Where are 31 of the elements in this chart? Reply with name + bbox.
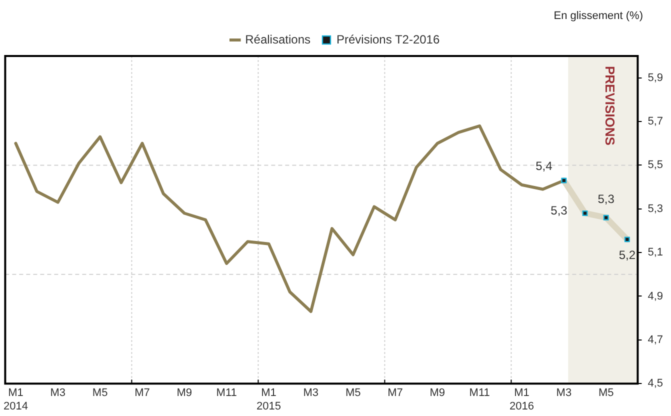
y-tick-label: 5,1 [648,246,664,259]
x-tick-label: M11 [216,387,237,400]
legend-label: Réalisations [245,32,310,46]
data-label: 5,3 [550,204,568,218]
y-tick-label: 4,9 [648,290,664,302]
annotation: PREVISIONS [602,66,618,146]
x-tick-label: M3 [556,387,572,400]
y-tick-label: 4,5 [648,378,664,390]
x-tick-label: M7 [388,387,403,400]
x-tick-label: M7 [134,387,150,400]
y-tick-label: 5,9 [648,72,664,84]
x-tick-label: M11 [469,387,490,400]
x-tick-label: M3 [50,387,66,400]
x-tick-label: M3 [303,387,319,400]
y-tick-label: 5,3 [648,202,664,215]
x-tick-label: M9 [430,387,446,400]
x-tick-label: M1 2015 [256,387,281,412]
data-label: 5,2 [618,248,636,262]
data-label: 5,4 [536,158,553,173]
legend-label: Prévisions T2-2016 [336,32,440,46]
x-tick-label: M1 2014 [4,387,28,412]
data-label: 5,3 [598,192,615,206]
x-tick-label: M1 2016 [510,387,534,412]
x-tick-label: M5 [92,387,108,400]
y-tick-label: 5,7 [648,116,664,128]
x-tick-label: M9 [176,387,192,400]
x-tick-label: M5 [345,387,361,400]
y-tick-label: 4,7 [648,334,664,346]
y-axis-title: En glissement (%) [554,10,643,22]
x-tick-label: M5 [598,387,614,400]
y-tick-label: 5,5 [648,159,664,172]
